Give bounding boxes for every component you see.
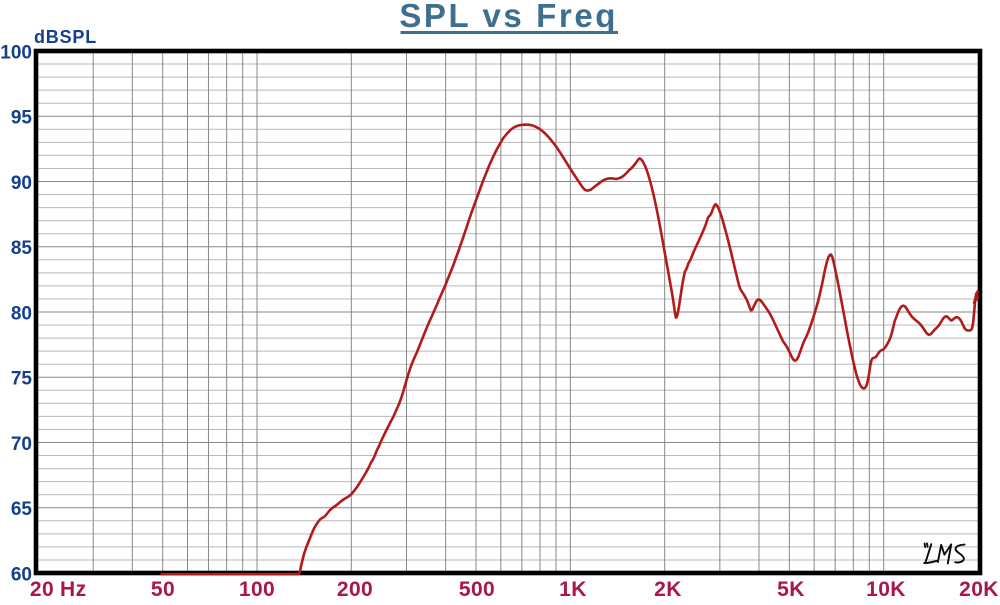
- svg-text:20: 20: [30, 578, 54, 600]
- svg-text:95: 95: [11, 108, 33, 129]
- svg-text:SPL vs Freq: SPL vs Freq: [399, 0, 618, 34]
- svg-text:100: 100: [239, 578, 275, 600]
- svg-text:50: 50: [151, 578, 175, 600]
- svg-text:85: 85: [11, 238, 33, 259]
- svg-text:10K: 10K: [866, 578, 906, 600]
- svg-text:65: 65: [11, 499, 33, 520]
- svg-text:dBSPL: dBSPL: [34, 27, 97, 47]
- svg-text:20K: 20K: [959, 578, 999, 600]
- svg-text:60: 60: [11, 564, 32, 585]
- svg-text:Hz: Hz: [60, 578, 86, 600]
- svg-text:75: 75: [11, 369, 33, 390]
- svg-text:500: 500: [459, 578, 495, 600]
- svg-text:90: 90: [11, 173, 32, 194]
- svg-text:70: 70: [11, 434, 32, 455]
- svg-text:200: 200: [337, 578, 373, 600]
- svg-text:2K: 2K: [654, 578, 682, 600]
- svg-text:100: 100: [0, 42, 32, 63]
- svg-text:1K: 1K: [559, 578, 587, 600]
- svg-text:5K: 5K: [777, 578, 805, 600]
- svg-text:80: 80: [11, 303, 32, 324]
